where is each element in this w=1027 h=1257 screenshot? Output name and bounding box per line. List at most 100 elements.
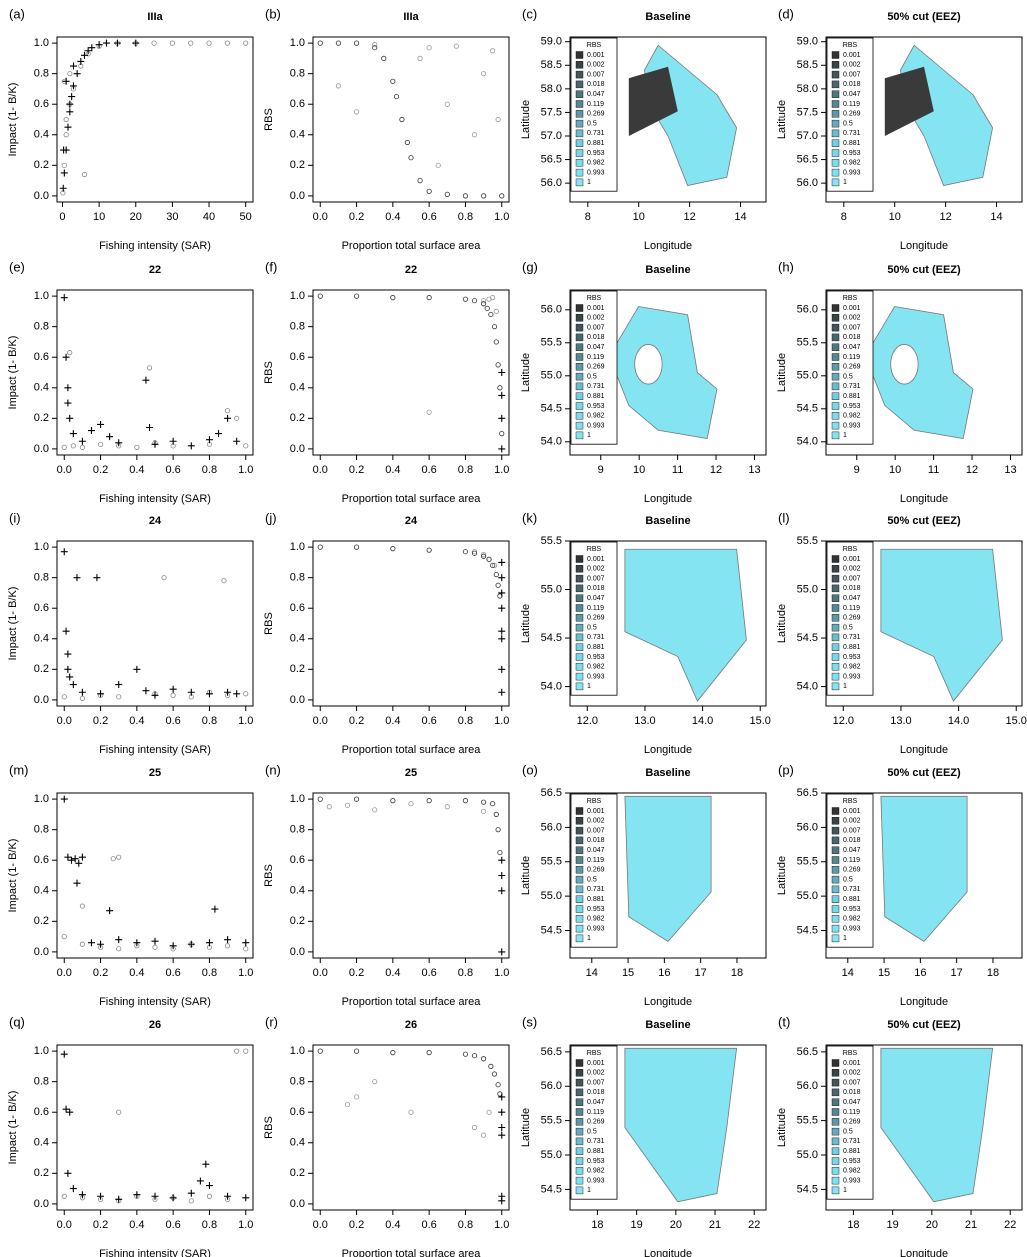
legend-label: 0.269	[843, 1119, 861, 1126]
x-tick-label: 22	[1004, 1219, 1016, 1231]
y-tick-label: 57.0	[541, 130, 562, 142]
circle-point	[404, 139, 410, 146]
legend-swatch	[831, 643, 840, 651]
y-tick-label: 0.0	[290, 190, 305, 202]
circle-point	[493, 811, 499, 817]
x-tick-label: 21	[965, 1219, 977, 1231]
plus-point	[78, 437, 86, 445]
legend-label: 0.269	[587, 867, 605, 874]
x-tick-label: 9	[854, 464, 860, 476]
y-tick-label: 0.8	[290, 1076, 305, 1088]
plot-frame	[312, 792, 510, 959]
legend-swatch	[831, 402, 840, 410]
legend-label: 0.953	[843, 1158, 861, 1165]
y-tick-label: 55.0	[541, 583, 562, 595]
legend-swatch	[831, 110, 840, 118]
circle-point	[317, 40, 323, 46]
x-tick-label: 0.4	[385, 1219, 400, 1231]
plus-point	[187, 940, 195, 948]
plus-point	[87, 427, 95, 435]
panel-title: 25	[405, 767, 417, 779]
y-tick-label: 0.4	[290, 382, 305, 394]
plus-point	[115, 936, 123, 944]
legend-swatch	[575, 1147, 584, 1155]
legend-label: 0.001	[843, 808, 861, 815]
x-tick-label: 12	[684, 211, 696, 223]
plus-point	[151, 691, 159, 699]
plot-frame	[312, 1044, 510, 1211]
x-tick-label: 15.0	[1006, 715, 1027, 727]
panel-title: 50% cut (EEZ)	[887, 264, 961, 276]
legend-swatch	[831, 594, 840, 602]
y-tick-label: 0.8	[290, 572, 305, 584]
y-axis-label: RBS	[263, 612, 275, 635]
legend-swatch	[575, 1176, 584, 1185]
plus-point	[169, 1194, 177, 1202]
panel-label: (c)	[522, 6, 537, 21]
x-axis-label: Longitude	[644, 240, 692, 252]
legend-label: 0.993	[843, 925, 861, 932]
legend-swatch	[575, 633, 584, 642]
legend-swatch	[831, 1157, 840, 1165]
panel: (p) 50% cut (EEZ) Longitude Latitude RBS 0.00…	[776, 762, 1023, 1008]
x-tick-label: 1.0	[494, 464, 509, 476]
circle-point	[317, 1048, 323, 1054]
legend-swatch	[831, 304, 840, 312]
legend-swatch	[575, 363, 584, 371]
circle-point	[326, 804, 332, 810]
legend-label: 0.731	[587, 634, 605, 641]
circle-point	[317, 293, 323, 299]
legend-label: 0.119	[587, 101, 604, 108]
x-axis-label: Fishing intensity (SAR)	[99, 493, 211, 505]
legend-label: 0.119	[843, 101, 860, 108]
circle-point	[480, 298, 487, 304]
plus-point	[133, 939, 141, 947]
x-tick-label: 1.0	[238, 464, 253, 476]
x-tick-label: 9	[598, 464, 604, 476]
circle-point	[426, 45, 432, 51]
legend-title: RBS	[587, 546, 602, 553]
legend-swatch	[831, 61, 840, 69]
legend-swatch	[575, 866, 584, 874]
circle-point	[480, 1056, 487, 1062]
legend-label: 0.269	[843, 867, 861, 874]
plus-point	[87, 939, 95, 947]
circle-point	[491, 1071, 498, 1077]
plus-point	[224, 936, 232, 944]
circle-point	[480, 71, 487, 77]
x-tick-label: 15	[622, 967, 634, 979]
circle-point	[491, 562, 498, 569]
plus-point	[106, 907, 114, 915]
plus-point	[133, 1191, 141, 1199]
panel-label: (j)	[265, 510, 277, 525]
circle-point	[390, 78, 396, 84]
y-tick-label: 0.8	[290, 68, 305, 80]
legend-label: 0.007	[843, 1079, 861, 1086]
plus-point	[73, 574, 81, 582]
legend-label: 0.119	[843, 1109, 860, 1116]
legend-label: 0.001	[843, 1060, 861, 1067]
legend-swatch	[831, 100, 840, 108]
plus-point	[60, 795, 68, 803]
circle-point	[372, 45, 378, 51]
circle-point	[67, 71, 73, 77]
plus-point	[215, 430, 223, 438]
legend-swatch	[831, 139, 840, 147]
y-tick-label: 56.0	[797, 304, 818, 316]
legend-label: 0.047	[587, 344, 605, 351]
panel: (q) 26 Fishing intensity (SAR) Impact (1- B…	[7, 1014, 254, 1257]
plus-point	[73, 879, 81, 887]
y-tick-label: 0.0	[34, 1198, 49, 1210]
legend-swatch	[831, 343, 840, 351]
x-tick-label: 17	[951, 967, 963, 979]
plus-point	[498, 445, 506, 453]
circle-point	[169, 40, 176, 46]
plus-point	[106, 433, 114, 441]
panel-title: Baseline	[645, 264, 690, 276]
y-tick-label: 55.0	[541, 1149, 562, 1161]
plus-point	[498, 872, 506, 879]
legend-swatch	[831, 1088, 840, 1097]
circle-point	[480, 552, 487, 558]
plus-point	[64, 384, 72, 392]
panel-title: 50% cut (EEZ)	[887, 11, 961, 23]
